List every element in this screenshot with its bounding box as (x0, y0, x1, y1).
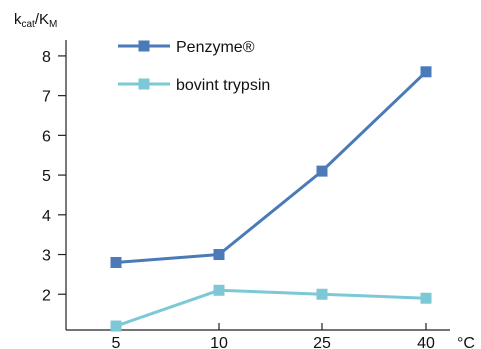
legend-label-1: Penzyme® (176, 39, 255, 56)
legend-marker-1 (138, 40, 150, 52)
y-tick-label: 2 (42, 287, 51, 304)
series-line-1 (115, 70, 428, 264)
x-axis-unit: °C (457, 335, 475, 349)
series-2-point (213, 284, 225, 296)
y-axis-title-sub-m: M (49, 19, 57, 30)
series-1-point (420, 66, 432, 78)
y-tick-label: 6 (42, 128, 51, 145)
y-axis-title-k: k (14, 11, 22, 28)
x-ticks: 5 10 25 40 (112, 323, 435, 349)
x-tick-label: 5 (112, 335, 121, 349)
series-1-point (316, 165, 328, 177)
series-1-point (213, 249, 225, 261)
y-axis-title-slash: /K (35, 11, 49, 28)
legend-marker-2 (138, 78, 150, 90)
y-tick-label: 8 (42, 49, 51, 66)
legend-label-2: bovint trypsin (176, 77, 270, 94)
series-2-point (420, 292, 432, 304)
series-2-point (316, 288, 328, 300)
series-line-2 (115, 288, 427, 328)
y-tick-label: 7 (42, 89, 51, 106)
legend: Penzyme® bovint trypsin (118, 39, 270, 94)
y-ticks: 2 3 4 5 6 7 8 (42, 49, 66, 304)
y-tick-label: 5 (42, 168, 51, 185)
series-1-point (110, 256, 122, 268)
y-axis-title-sub-cat: cat (22, 19, 36, 30)
x-tick-label: 25 (313, 335, 331, 349)
y-tick-label: 4 (42, 208, 51, 225)
y-axis-title: kcat/KM (14, 11, 57, 30)
y-tick-label: 3 (42, 248, 51, 265)
x-tick-label: 40 (417, 335, 435, 349)
series-2-point (110, 320, 122, 332)
series-layer (110, 66, 432, 332)
x-tick-label: 10 (210, 335, 228, 349)
